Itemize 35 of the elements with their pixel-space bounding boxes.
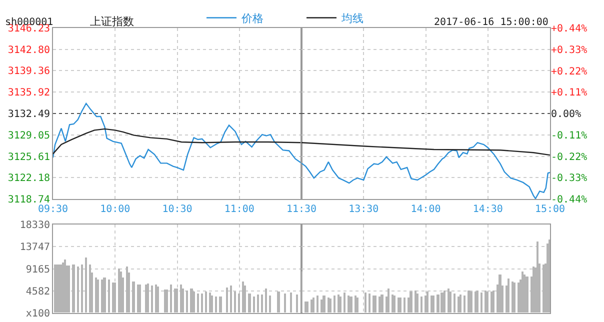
annotation: 2017-06-16 15:00:00 — [434, 17, 548, 28]
text: -0.22% — [551, 152, 588, 163]
text: -0.33% — [551, 173, 588, 184]
legend-label: 均线 — [340, 12, 364, 26]
y-tick-label: 13747 — [20, 242, 50, 254]
y-tick-label: 3132.49 — [8, 108, 50, 120]
text: 0.00% — [551, 109, 582, 120]
y-tick-label: x100 — [26, 308, 50, 320]
text: -0.11% — [551, 130, 588, 142]
text: -0.44% — [551, 194, 588, 206]
chart-title: 上证指数 — [90, 15, 134, 28]
y-tick-label: 3122.18 — [8, 173, 50, 184]
legend-label: 价格 — [240, 12, 264, 26]
x-tick-label: 11:00 — [224, 204, 254, 215]
y-tick-label: 18330 — [20, 220, 50, 232]
text: +0.44% — [551, 24, 588, 34]
text: +0.33% — [551, 44, 588, 56]
x-tick-label: 14:00 — [410, 204, 441, 215]
x-tick-label: 09:30 — [38, 204, 68, 215]
y-tick-label: 9165 — [26, 264, 50, 276]
y-tick-label: 4582 — [26, 286, 50, 298]
text: +0.11% — [551, 88, 588, 99]
x-tick-label: 10:30 — [162, 204, 192, 215]
text: +0.22% — [551, 66, 588, 78]
x-tick-label: 11:30 — [286, 204, 317, 215]
x-tick-label: 15:00 — [534, 204, 566, 215]
x-tick-label: 13:30 — [348, 204, 379, 215]
y-tick-label: 3139.36 — [8, 66, 50, 78]
x-tick-label: 10:00 — [100, 204, 130, 215]
y-tick-label: 3125.61 — [8, 152, 50, 163]
y-tick-label: 3118.74 — [8, 194, 50, 206]
y-tick-label: 3129.05 — [8, 130, 50, 142]
x-tick-label: 14:30 — [472, 204, 503, 215]
y-tick-label: 3142.80 — [8, 44, 50, 56]
y-tick-label: 3135.92 — [8, 88, 50, 99]
